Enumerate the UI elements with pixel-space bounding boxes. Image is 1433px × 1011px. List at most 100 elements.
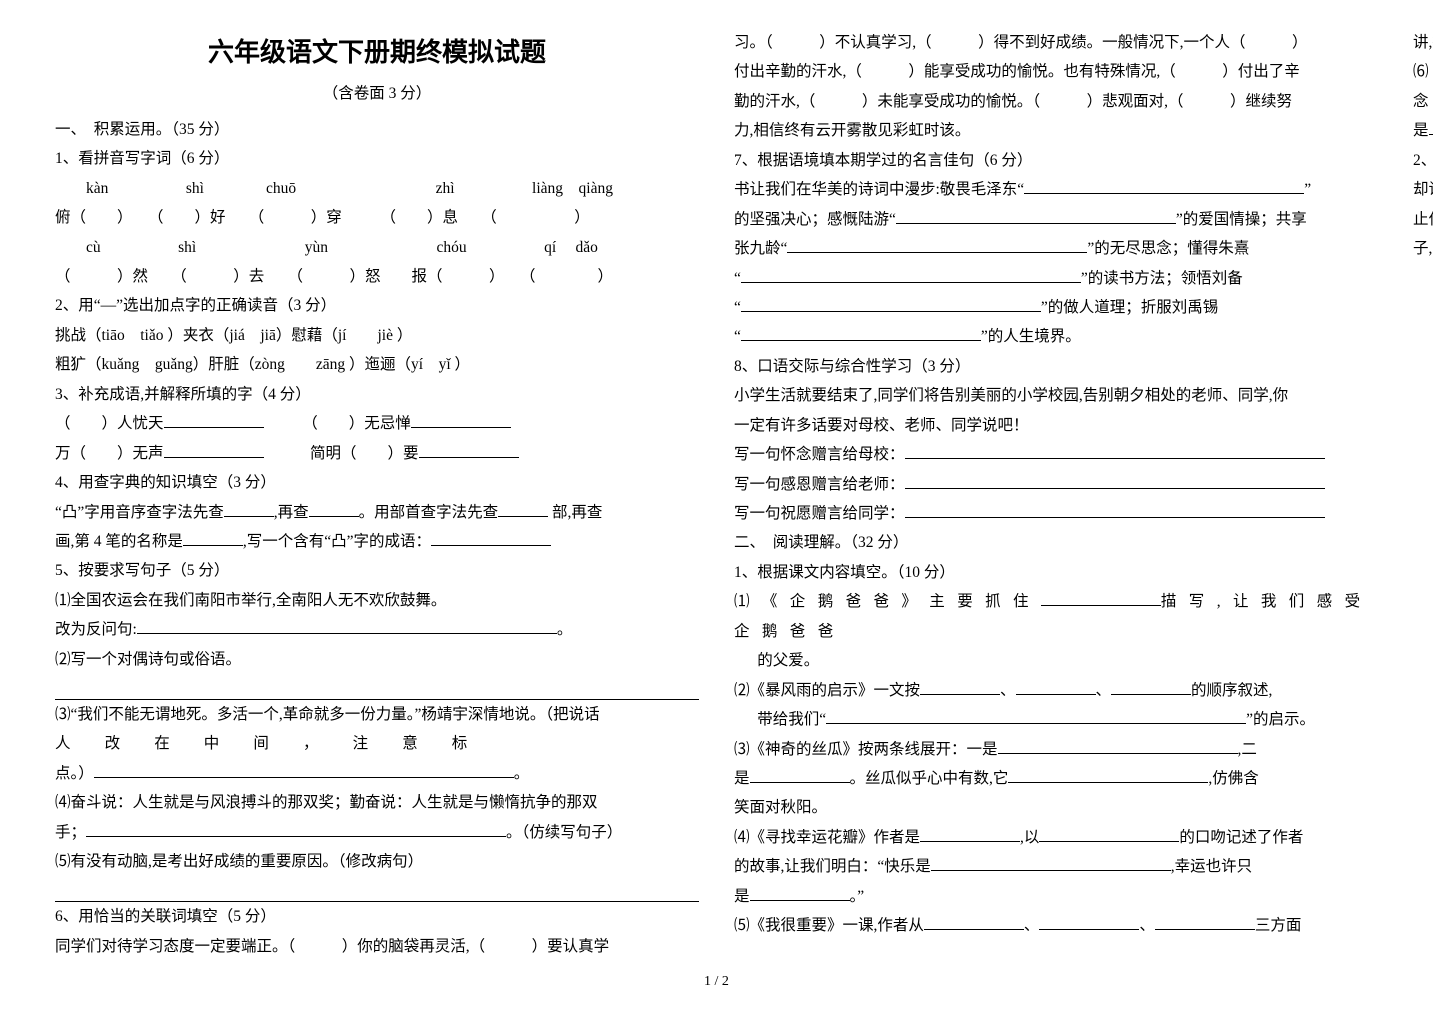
q5-4b: 手；。（仿续写句子） [55,818,699,847]
blank [431,530,551,546]
blank [1008,767,1208,783]
blank [498,501,548,517]
q3-line1a: （ ）人忧天 [55,415,164,432]
q8-l4-label: 写一句感恩赠言给老师： [734,476,905,493]
q8-heading: 8、口语交际与综合性学习（3 分） [734,352,1378,381]
r1-4a: ⑷《寻找幸运花瓣》作者是 [734,829,920,846]
q2-line2: 粗犷（kuǎng guǎng）肝脏（zòng zāng ）迤逦（yí yǐ ） [55,350,699,379]
blank [224,501,274,517]
q7-l5b: ”的做人道理；折服刘禹锡 [1041,299,1218,316]
q7-l2: 的坚强决心；感慨陆游“”的爱国情操；共享 [734,205,1378,234]
blank [998,738,1238,754]
q4-heading: 4、用查字典的知识填空（3 分） [55,468,699,497]
r2-l3: 子,手捧宝剑;右有一童子,手执尘尾。城门内外,有二十余百姓,低头洒扫,旁若无人。 [1413,234,1433,263]
r1-3b: ,二 [1238,741,1257,758]
page-columns: 六年级语文下册期终模拟试题 （含卷面 3 分） 一、 积累运用。（35 分） 1… [55,28,1378,968]
r1-2c: 、 [1096,682,1112,699]
q7-l6: “”的人生境界。 [734,322,1378,351]
blank [741,267,1081,283]
q7-l4: “”的读书方法；领悟刘备 [734,264,1378,293]
q5-1b: 改为反问句:。 [55,615,699,644]
q3-line1: （ ）人忧天 （ ）无忌惮 [55,409,699,438]
blank [896,208,1176,224]
q7-l4a: “ [734,270,741,287]
q1-line4: （ ）然 （ ）去 （ ）怒 报（ ） （ ） [55,262,699,291]
doc-subtitle: （含卷面 3 分） [55,79,699,108]
blank [183,530,243,546]
blank-line [55,877,699,903]
r1-4f: 是。” [734,882,1378,911]
blank [1155,914,1255,930]
blank [920,679,1000,695]
q3-line1b: （ ）无忌惮 [310,415,411,432]
r1-6c-label: 是 [1413,122,1429,139]
r1-3c-label: 是 [734,770,750,787]
q6-l4: 勤的汗水,（ ）未能享受成功的愉悦。（ ）悲观面对,（ ）继续努 [734,87,1378,116]
r1-4d-label: 的故事,让我们明白：“快乐是 [734,858,931,875]
q7-l3: 张九龄“”的无尽思念；懂得朱熹 [734,234,1378,263]
blank [1429,120,1433,136]
r1-6c: 是。 [1413,116,1433,145]
q5-3c-label: 点。） [55,765,94,782]
q5-5: ⑸有没有动脑,是考出好成绩的重要原因。（修改病句） [55,847,699,876]
q5-1b-label: 改为反问句: [55,621,137,638]
q7-l6b: ”的人生境界。 [981,328,1081,345]
blank-line [55,674,699,700]
r1-5a: ⑸《我很重要》一课,作者从 [734,917,924,934]
r1-1c: 的父爱。 [734,646,1378,675]
sec2-heading: 二、 阅读理解。（32 分） [734,528,1378,557]
q4-line1: “凸”字用音序查字法先查,再查。用部首查字法先查 部,再查 [55,498,699,527]
q7-l3b: ”的无尽思念；懂得朱熹 [1087,240,1249,257]
page-number: 1 / 2 [55,974,1378,990]
q6-l1: 同学们对待学习态度一定要端正。（ ）你的脑袋再灵活,（ ）要认真学 [55,932,699,961]
q8-l3-label: 写一句怀念赠言给母校： [734,446,905,463]
r1-5b: 、 [1024,917,1040,934]
r1-2: ⑵《暴风雨的启示》一文按、、的顺序叙述, [734,676,1378,705]
blank [924,914,1024,930]
q7-l5: “”的做人道理；折服刘禹锡 [734,293,1378,322]
q6-l3: 付出辛勤的汗水,（ ）能享受成功的愉悦。也有特殊情况,（ ）付出了辛 [734,57,1378,86]
q4-l1a: “凸”字用音序查字法先查 [55,504,224,521]
r2-l2: 止住三军,自飞马远远望之。果见孔明坐于城楼之上,笑容可掬,焚香操琴。左有一童 [1413,205,1433,234]
blank [1039,914,1139,930]
q8-l1: 小学生活就要结束了,同学们将告别美丽的小学校园,告别朝夕相处的老师、同学,你 [734,381,1378,410]
blank [905,443,1325,459]
q1-line1: kàn shì chuō zhì liàng qiàng [55,174,699,203]
q4-l1b: ,再查 [274,504,309,521]
q5-4b-label: 手； [55,824,86,841]
blank [86,821,506,837]
q3-heading: 3、补充成语,并解释所填的字（4 分） [55,380,699,409]
q8-l4: 写一句感恩赠言给老师： [734,470,1378,499]
q7-l1-text: 书让我们在华美的诗词中漫步:敬畏毛泽东“ [734,181,1024,198]
blank [1039,826,1179,842]
blank [164,412,264,428]
r1-2e: 带给我们“”的启示。 [734,705,1378,734]
q2-line1: 挑战（tiāo tiǎo ）夹衣（jiá jiā）慰藉（jí jiè ） [55,321,699,350]
q7-l2b: ”的爱国情操；共享 [1176,211,1307,228]
r1-3: ⑶《神奇的丝瓜》按两条线展开：一是,二 [734,735,1378,764]
blank [1111,679,1191,695]
q4-l2a: 画,第 4 笔的名称是 [55,533,183,550]
blank [905,502,1325,518]
r1-2a: ⑵《暴风雨的启示》一文按 [734,682,920,699]
r1-3c: 是。丝瓜似乎心中有数,它,仿佛含 [734,764,1378,793]
r1-4f-label: 是 [734,888,750,905]
blank [741,326,981,342]
blank [137,619,557,635]
q5-3c: 点。）。 [55,759,699,788]
blank [1024,178,1304,194]
q4-line2: 画,第 4 笔的名称是 ,写一个含有“凸”字的成语： [55,527,699,556]
r2-heading: 2、阅读《空城计》片段,答题。（10 分） [1413,146,1433,175]
q4-l2b: ,写一个含有“凸”字的成语： [243,533,431,550]
blank [1016,679,1096,695]
q8-l3: 写一句怀念赠言给母校： [734,440,1378,469]
blank [931,856,1171,872]
r1-3d-label: 。丝瓜似乎心中有数,它 [850,770,1009,787]
q8-l5-label: 写一句祝愿赠言给同学： [734,505,905,522]
q3-line2b: 简明（ ）要 [310,445,419,462]
blank [309,501,359,517]
q2-heading: 2、用“—”选出加点字的正确读音（3 分） [55,291,699,320]
doc-title: 六年级语文下册期终模拟试题 [55,28,699,77]
q6-l2: 习。（ ）不认真学习,（ ）得不到好成绩。一般情况下,一个人（ ） [734,28,1378,57]
r1-4c: 的口吻记述了作者 [1179,829,1303,846]
